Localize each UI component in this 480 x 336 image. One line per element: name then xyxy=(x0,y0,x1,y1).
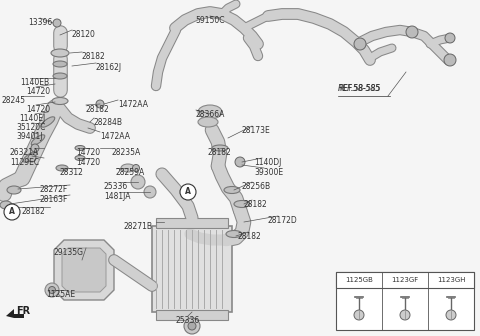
Text: 25336: 25336 xyxy=(176,316,200,325)
Ellipse shape xyxy=(41,117,55,127)
Text: 1123GF: 1123GF xyxy=(391,277,419,283)
Circle shape xyxy=(235,157,245,167)
Text: 1123GH: 1123GH xyxy=(437,277,465,283)
Circle shape xyxy=(444,54,456,66)
Text: 1125GB: 1125GB xyxy=(345,277,373,283)
Circle shape xyxy=(28,154,36,162)
Text: 28312: 28312 xyxy=(60,168,84,177)
Ellipse shape xyxy=(0,201,12,209)
Circle shape xyxy=(354,38,366,50)
Ellipse shape xyxy=(53,73,67,79)
Text: 28182: 28182 xyxy=(86,105,110,114)
Text: 14720: 14720 xyxy=(26,105,50,114)
Text: 28284B: 28284B xyxy=(94,118,123,127)
Circle shape xyxy=(53,19,61,27)
Ellipse shape xyxy=(53,61,67,67)
Circle shape xyxy=(31,144,39,152)
Text: 14720: 14720 xyxy=(76,158,100,167)
Text: 28163F: 28163F xyxy=(40,195,68,204)
Bar xyxy=(156,218,228,228)
Ellipse shape xyxy=(121,164,135,172)
Circle shape xyxy=(4,204,20,220)
Text: 28182: 28182 xyxy=(22,207,46,216)
Circle shape xyxy=(132,165,140,171)
Bar xyxy=(336,272,474,288)
Text: 1140DJ: 1140DJ xyxy=(254,158,281,167)
Circle shape xyxy=(184,318,200,334)
Text: REF.58-585: REF.58-585 xyxy=(338,84,381,93)
Text: FR: FR xyxy=(16,306,30,316)
Ellipse shape xyxy=(51,49,69,57)
Text: 28235A: 28235A xyxy=(112,148,141,157)
Text: 13396: 13396 xyxy=(28,18,52,27)
Ellipse shape xyxy=(234,201,250,208)
Text: A: A xyxy=(9,208,15,216)
Text: 1472AA: 1472AA xyxy=(100,132,130,141)
Circle shape xyxy=(354,310,364,320)
Text: 59150C: 59150C xyxy=(195,16,225,25)
Circle shape xyxy=(96,100,104,108)
Ellipse shape xyxy=(212,145,228,151)
Text: 28182: 28182 xyxy=(244,200,268,209)
Text: 28271B: 28271B xyxy=(124,222,153,231)
Text: 1140EB: 1140EB xyxy=(20,78,49,87)
Text: A: A xyxy=(185,187,191,197)
Text: 26321A: 26321A xyxy=(10,148,39,157)
Text: 1125AE: 1125AE xyxy=(46,290,75,299)
Circle shape xyxy=(400,310,410,320)
Ellipse shape xyxy=(224,186,240,194)
Circle shape xyxy=(446,310,456,320)
Text: REF.58-585: REF.58-585 xyxy=(338,84,381,93)
Ellipse shape xyxy=(198,117,218,127)
Text: 25336: 25336 xyxy=(104,182,128,191)
Text: 28272F: 28272F xyxy=(40,185,68,194)
Circle shape xyxy=(180,184,196,200)
Text: 14720: 14720 xyxy=(76,148,100,157)
Text: 39300E: 39300E xyxy=(254,168,283,177)
Circle shape xyxy=(445,33,455,43)
Text: 1140EJ: 1140EJ xyxy=(19,114,45,123)
Circle shape xyxy=(131,175,145,189)
Polygon shape xyxy=(54,240,114,300)
Text: 1481JA: 1481JA xyxy=(104,192,131,201)
Ellipse shape xyxy=(31,135,45,145)
Text: 28259A: 28259A xyxy=(116,168,145,177)
Text: 1129EC: 1129EC xyxy=(10,158,39,167)
Ellipse shape xyxy=(226,230,242,238)
Circle shape xyxy=(188,322,196,330)
Text: 28182: 28182 xyxy=(238,232,262,241)
Text: 29135G: 29135G xyxy=(54,248,84,257)
Polygon shape xyxy=(62,248,106,292)
Text: 28256B: 28256B xyxy=(242,182,271,191)
Ellipse shape xyxy=(23,152,37,162)
Text: 39401J: 39401J xyxy=(16,132,43,141)
Ellipse shape xyxy=(198,105,222,119)
Text: 28120: 28120 xyxy=(72,30,96,39)
Ellipse shape xyxy=(52,97,68,104)
Text: 35120C: 35120C xyxy=(16,123,46,132)
Text: 28366A: 28366A xyxy=(196,110,226,119)
Text: 28182: 28182 xyxy=(208,148,232,157)
Text: 14720: 14720 xyxy=(26,87,50,96)
Circle shape xyxy=(45,283,59,297)
Text: 28172D: 28172D xyxy=(268,216,298,225)
Ellipse shape xyxy=(75,145,85,151)
Bar xyxy=(152,226,232,312)
Ellipse shape xyxy=(7,186,21,194)
Text: 28162J: 28162J xyxy=(96,63,122,72)
Text: 1472AA: 1472AA xyxy=(118,100,148,109)
Bar xyxy=(156,310,228,320)
Text: 28245: 28245 xyxy=(2,96,26,105)
Circle shape xyxy=(144,186,156,198)
Ellipse shape xyxy=(75,156,85,161)
Text: 28173E: 28173E xyxy=(242,126,271,135)
Bar xyxy=(336,272,474,330)
Circle shape xyxy=(406,26,418,38)
Polygon shape xyxy=(6,309,24,318)
Text: 28182: 28182 xyxy=(82,52,106,61)
Circle shape xyxy=(48,287,56,294)
Ellipse shape xyxy=(56,165,68,171)
